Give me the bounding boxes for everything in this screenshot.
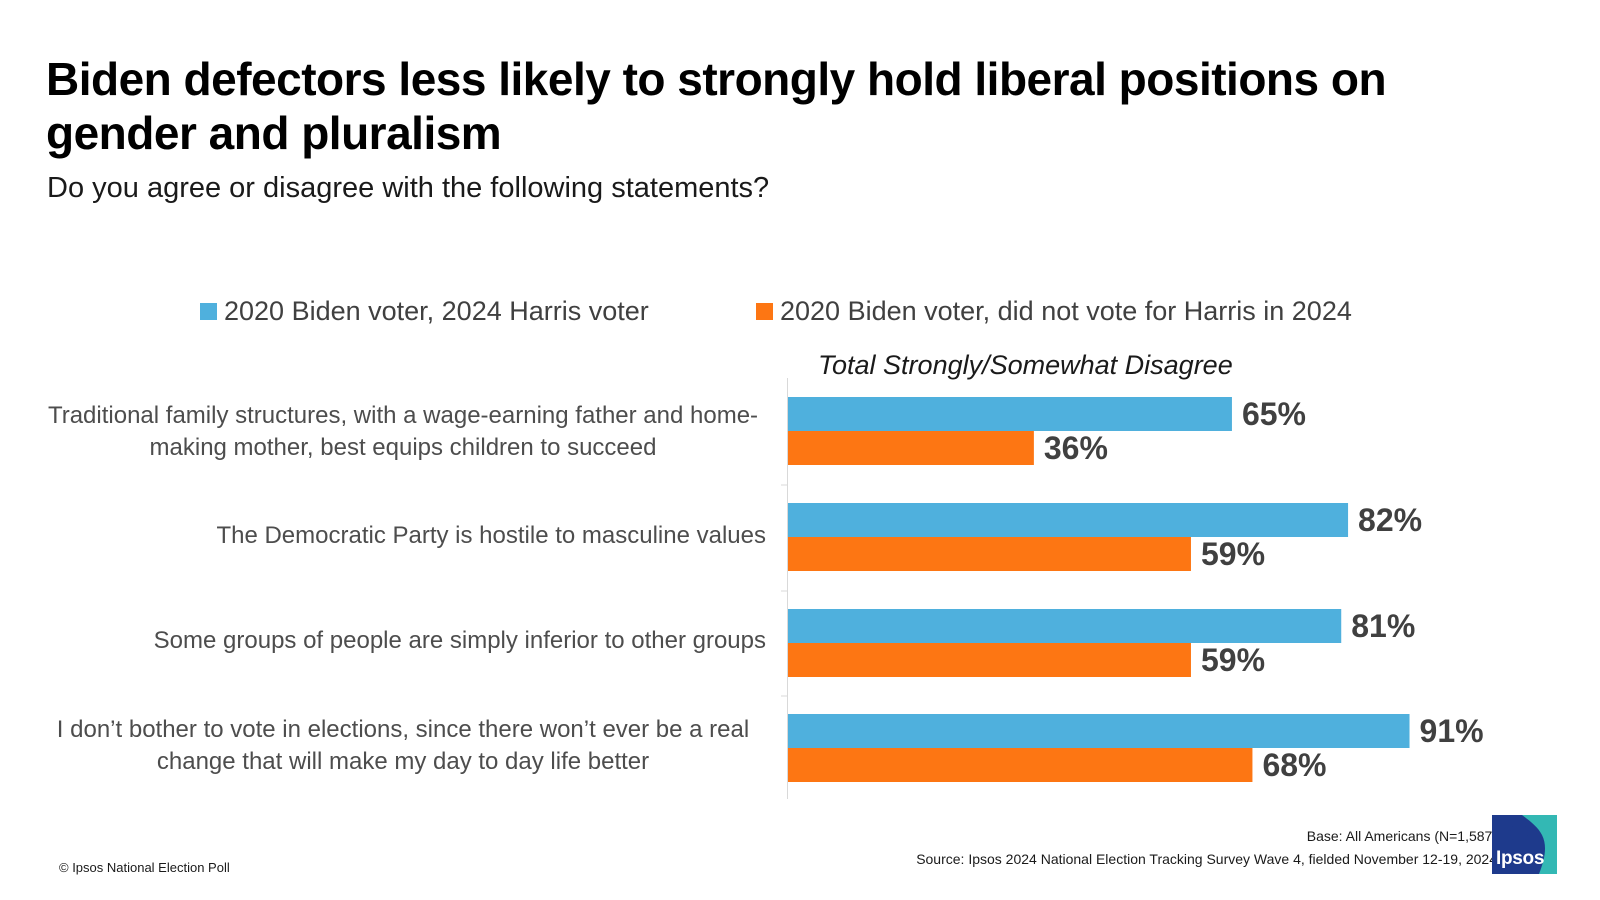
data-label-series-1-3: 81% [1351, 608, 1415, 644]
legend-item-series-1: 2020 Biden voter, 2024 Harris voter [200, 296, 649, 327]
legend-swatch-series-2 [756, 303, 773, 320]
data-label-series-2-1: 36% [1044, 430, 1108, 466]
ipsos-logo: Ipsos [1492, 815, 1557, 874]
footer-source: Source: Ipsos 2024 National Election Tra… [916, 851, 1497, 867]
category-label-4: I don’t bother to vote in elections, sin… [40, 694, 766, 798]
legend: 2020 Biden voter, 2024 Harris voter 2020… [0, 296, 1600, 332]
bar-series-1-1 [788, 397, 1232, 431]
bar-series-2-4 [788, 748, 1253, 782]
legend-label-series-2: 2020 Biden voter, did not vote for Harri… [780, 296, 1352, 326]
legend-item-series-2: 2020 Biden voter, did not vote for Harri… [756, 296, 1352, 327]
copyright: © Ipsos National Election Poll [59, 860, 230, 875]
bar-series-1-3 [788, 609, 1342, 643]
data-label-series-2-4: 68% [1262, 747, 1326, 783]
data-label-series-1-4: 91% [1420, 713, 1484, 749]
ipsos-logo-mark-icon [1510, 815, 1557, 874]
section-header: Total Strongly/Somewhat Disagree [818, 350, 1233, 380]
footer-base: Base: All Americans (N=1,587) [1306, 828, 1497, 844]
bar-series-1-2 [788, 503, 1349, 537]
category-label-1: Traditional family structures, with a wa… [40, 380, 766, 484]
category-label-3: Some groups of people are simply inferio… [40, 589, 766, 693]
data-label-series-2-3: 59% [1201, 642, 1265, 678]
category-label-2: The Democratic Party is hostile to mascu… [40, 484, 766, 588]
chart-subtitle: Do you agree or disagree with the follow… [47, 172, 770, 204]
bar-series-1-4 [788, 714, 1410, 748]
data-label-series-1-1: 65% [1242, 396, 1306, 432]
data-label-series-2-2: 59% [1201, 536, 1265, 572]
category-label-3-text: Some groups of people are simply inferio… [153, 627, 766, 654]
bar-series-2-1 [788, 431, 1034, 465]
legend-label-series-1: 2020 Biden voter, 2024 Harris voter [224, 296, 649, 326]
logo-text: Ipsos [1496, 848, 1545, 869]
category-label-4-text: I don’t bother to vote in elections, sin… [56, 716, 750, 775]
legend-swatch-series-1 [200, 303, 217, 320]
data-label-series-1-2: 82% [1358, 502, 1422, 538]
bar-series-2-3 [788, 643, 1191, 677]
category-label-2-text: The Democratic Party is hostile to mascu… [216, 522, 766, 549]
bar-series-2-2 [788, 537, 1191, 571]
chart-title: Biden defectors less likely to strongly … [46, 53, 1387, 159]
category-label-1-text: Traditional family structures, with a wa… [47, 402, 759, 461]
